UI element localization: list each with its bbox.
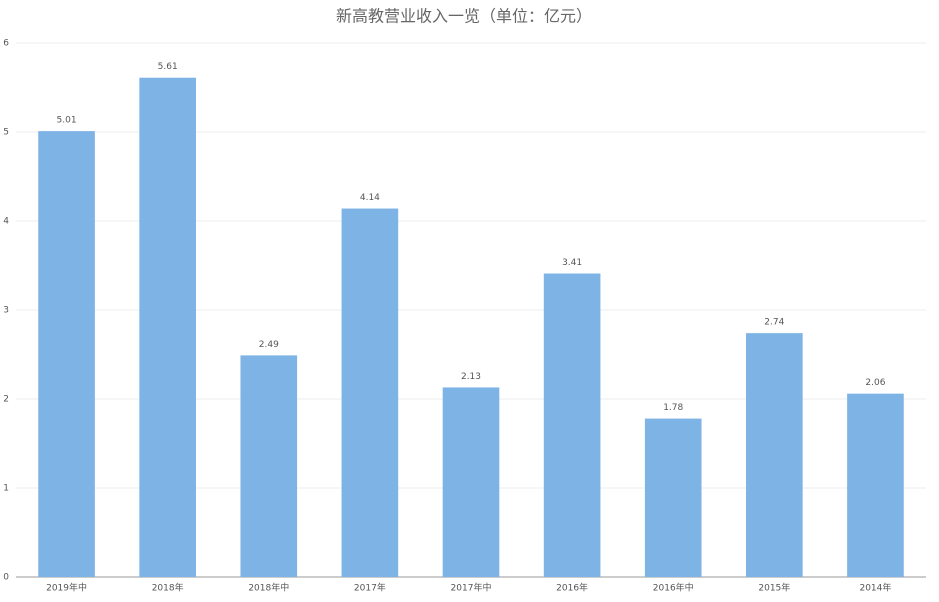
- x-tick-label: 2018年中: [248, 582, 289, 594]
- value-label: 5.01: [57, 116, 77, 126]
- x-tick-label: 2019年中: [46, 582, 87, 594]
- value-label: 2.74: [764, 318, 784, 328]
- value-label: 2.49: [259, 340, 279, 350]
- bar: [746, 333, 803, 577]
- bar: [847, 393, 904, 577]
- y-tick-label: 6: [3, 39, 9, 49]
- bar: [240, 355, 298, 577]
- x-tick-label: 2015年: [758, 582, 790, 594]
- x-tick-label: 2017年中: [451, 582, 492, 594]
- bar: [644, 418, 702, 577]
- bar: [543, 273, 601, 577]
- y-tick-label: 4: [3, 217, 9, 227]
- bar: [38, 131, 95, 578]
- value-label: 2.06: [865, 378, 885, 388]
- value-label: 1.78: [663, 403, 683, 413]
- value-label: 2.13: [461, 372, 481, 382]
- chart-title: 新高教营业收入一览（单位：亿元）: [336, 7, 592, 26]
- x-tick-label: 2014年: [859, 582, 891, 594]
- y-tick-label: 2: [3, 395, 9, 405]
- x-tick-label: 2017年: [354, 582, 386, 594]
- value-label: 4.14: [360, 193, 380, 203]
- y-tick-label: 3: [3, 306, 9, 316]
- y-tick-label: 0: [3, 573, 9, 583]
- value-label: 3.41: [562, 258, 582, 268]
- y-tick-label: 5: [3, 128, 9, 138]
- bar: [139, 77, 196, 578]
- y-tick-label: 1: [3, 484, 9, 494]
- x-tick-label: 2016年: [556, 582, 588, 594]
- value-label: 5.61: [158, 62, 178, 72]
- bar: [341, 208, 399, 578]
- bar: [442, 387, 500, 577]
- x-tick-label: 2018年: [152, 582, 184, 594]
- x-tick-label: 2016年中: [653, 582, 694, 594]
